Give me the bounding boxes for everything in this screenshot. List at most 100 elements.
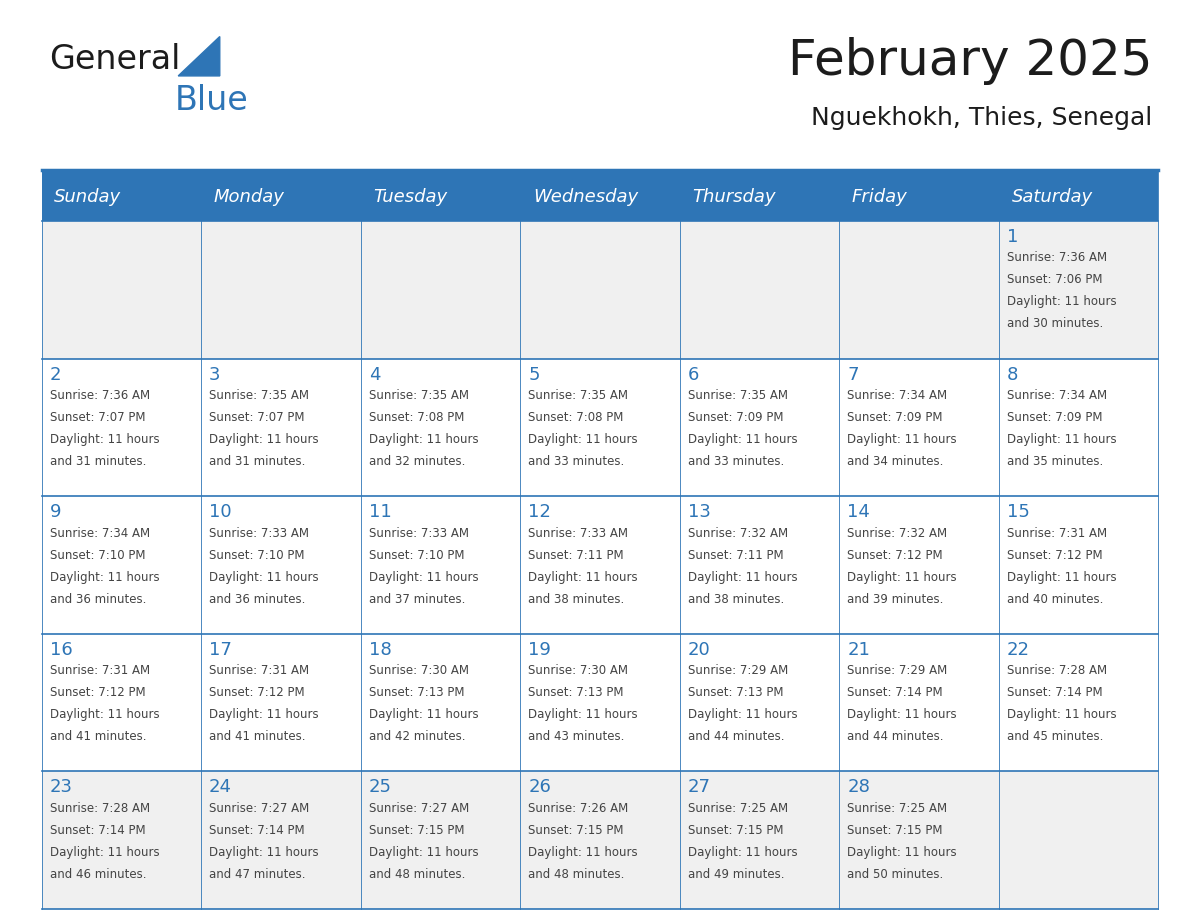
Text: Sunrise: 7:35 AM: Sunrise: 7:35 AM <box>368 389 468 402</box>
Text: 12: 12 <box>529 503 551 521</box>
Text: Daylight: 11 hours: Daylight: 11 hours <box>529 708 638 721</box>
Text: 19: 19 <box>529 641 551 658</box>
Text: Daylight: 11 hours: Daylight: 11 hours <box>688 570 797 584</box>
Text: Daylight: 11 hours: Daylight: 11 hours <box>209 570 318 584</box>
Text: Sunrise: 7:26 AM: Sunrise: 7:26 AM <box>529 801 628 814</box>
Text: Sunrise: 7:31 AM: Sunrise: 7:31 AM <box>209 664 309 677</box>
Text: Sunset: 7:15 PM: Sunset: 7:15 PM <box>847 823 943 836</box>
Text: Sunset: 7:14 PM: Sunset: 7:14 PM <box>847 686 943 699</box>
Text: Sunset: 7:07 PM: Sunset: 7:07 PM <box>50 411 145 424</box>
Text: 7: 7 <box>847 365 859 384</box>
Text: Sunrise: 7:36 AM: Sunrise: 7:36 AM <box>50 389 150 402</box>
Text: Daylight: 11 hours: Daylight: 11 hours <box>529 570 638 584</box>
Text: Sunrise: 7:29 AM: Sunrise: 7:29 AM <box>688 664 788 677</box>
Text: Sunset: 7:11 PM: Sunset: 7:11 PM <box>688 549 783 562</box>
Text: Sunset: 7:13 PM: Sunset: 7:13 PM <box>368 686 465 699</box>
Text: Daylight: 11 hours: Daylight: 11 hours <box>847 845 956 858</box>
Text: Sunrise: 7:34 AM: Sunrise: 7:34 AM <box>50 527 150 540</box>
Text: and 50 minutes.: and 50 minutes. <box>847 868 943 880</box>
Text: Sunset: 7:10 PM: Sunset: 7:10 PM <box>50 549 145 562</box>
Text: 21: 21 <box>847 641 870 658</box>
Text: Sunrise: 7:31 AM: Sunrise: 7:31 AM <box>1006 527 1107 540</box>
Text: 23: 23 <box>50 778 72 796</box>
Text: General: General <box>49 43 181 76</box>
Text: Daylight: 11 hours: Daylight: 11 hours <box>368 845 479 858</box>
Text: Daylight: 11 hours: Daylight: 11 hours <box>368 708 479 721</box>
Text: Sunrise: 7:31 AM: Sunrise: 7:31 AM <box>50 664 150 677</box>
Text: Daylight: 11 hours: Daylight: 11 hours <box>1006 708 1117 721</box>
Text: Sunrise: 7:25 AM: Sunrise: 7:25 AM <box>688 801 788 814</box>
Text: Sunrise: 7:30 AM: Sunrise: 7:30 AM <box>529 664 628 677</box>
Text: 16: 16 <box>50 641 72 658</box>
Text: Daylight: 11 hours: Daylight: 11 hours <box>50 570 159 584</box>
Text: and 41 minutes.: and 41 minutes. <box>50 730 146 743</box>
Text: 18: 18 <box>368 641 391 658</box>
Text: Sunrise: 7:25 AM: Sunrise: 7:25 AM <box>847 801 947 814</box>
Text: Daylight: 11 hours: Daylight: 11 hours <box>50 708 159 721</box>
Text: 2: 2 <box>50 365 61 384</box>
Text: and 36 minutes.: and 36 minutes. <box>209 592 305 606</box>
Text: and 36 minutes.: and 36 minutes. <box>50 592 146 606</box>
Text: Sunrise: 7:28 AM: Sunrise: 7:28 AM <box>50 801 150 814</box>
Text: 1: 1 <box>1006 228 1018 246</box>
Text: Sunrise: 7:35 AM: Sunrise: 7:35 AM <box>209 389 309 402</box>
Text: Daylight: 11 hours: Daylight: 11 hours <box>847 570 956 584</box>
Text: and 43 minutes.: and 43 minutes. <box>529 730 625 743</box>
Text: Sunrise: 7:32 AM: Sunrise: 7:32 AM <box>688 527 788 540</box>
Text: Daylight: 11 hours: Daylight: 11 hours <box>368 570 479 584</box>
Text: and 32 minutes.: and 32 minutes. <box>368 455 465 468</box>
Text: Sunrise: 7:29 AM: Sunrise: 7:29 AM <box>847 664 948 677</box>
Text: Sunrise: 7:32 AM: Sunrise: 7:32 AM <box>847 527 947 540</box>
Text: Sunrise: 7:27 AM: Sunrise: 7:27 AM <box>209 801 309 814</box>
Text: Sunday: Sunday <box>55 187 121 206</box>
Text: and 34 minutes.: and 34 minutes. <box>847 455 943 468</box>
Text: and 38 minutes.: and 38 minutes. <box>529 592 625 606</box>
Text: and 45 minutes.: and 45 minutes. <box>1006 730 1104 743</box>
Text: Sunrise: 7:36 AM: Sunrise: 7:36 AM <box>1006 252 1107 264</box>
Text: Sunset: 7:15 PM: Sunset: 7:15 PM <box>688 823 783 836</box>
Text: Sunrise: 7:33 AM: Sunrise: 7:33 AM <box>368 527 468 540</box>
Text: Thursday: Thursday <box>693 187 776 206</box>
Text: 17: 17 <box>209 641 232 658</box>
Text: 22: 22 <box>1006 641 1030 658</box>
Polygon shape <box>178 37 220 76</box>
Text: Sunset: 7:08 PM: Sunset: 7:08 PM <box>529 411 624 424</box>
Text: 8: 8 <box>1006 365 1018 384</box>
Text: and 44 minutes.: and 44 minutes. <box>688 730 784 743</box>
Text: and 47 minutes.: and 47 minutes. <box>209 868 305 880</box>
Text: and 31 minutes.: and 31 minutes. <box>209 455 305 468</box>
Text: Sunset: 7:09 PM: Sunset: 7:09 PM <box>688 411 783 424</box>
Text: Tuesday: Tuesday <box>373 187 448 206</box>
Text: Sunset: 7:12 PM: Sunset: 7:12 PM <box>209 686 304 699</box>
Text: Nguekhokh, Thies, Senegal: Nguekhokh, Thies, Senegal <box>811 106 1152 130</box>
Text: Daylight: 11 hours: Daylight: 11 hours <box>1006 570 1117 584</box>
Text: Sunrise: 7:35 AM: Sunrise: 7:35 AM <box>529 389 628 402</box>
Text: Wednesday: Wednesday <box>533 187 638 206</box>
Text: Sunset: 7:10 PM: Sunset: 7:10 PM <box>209 549 304 562</box>
Text: Daylight: 11 hours: Daylight: 11 hours <box>688 708 797 721</box>
Text: 9: 9 <box>50 503 61 521</box>
Text: 13: 13 <box>688 503 710 521</box>
Text: Saturday: Saturday <box>1011 187 1093 206</box>
Text: and 33 minutes.: and 33 minutes. <box>688 455 784 468</box>
Text: and 38 minutes.: and 38 minutes. <box>688 592 784 606</box>
Text: Sunrise: 7:34 AM: Sunrise: 7:34 AM <box>847 389 947 402</box>
Text: Sunset: 7:12 PM: Sunset: 7:12 PM <box>1006 549 1102 562</box>
Text: Sunset: 7:13 PM: Sunset: 7:13 PM <box>688 686 783 699</box>
Text: 15: 15 <box>1006 503 1030 521</box>
Text: Sunrise: 7:33 AM: Sunrise: 7:33 AM <box>209 527 309 540</box>
Text: Daylight: 11 hours: Daylight: 11 hours <box>209 708 318 721</box>
Text: 24: 24 <box>209 778 232 796</box>
Text: and 31 minutes.: and 31 minutes. <box>50 455 146 468</box>
Text: 4: 4 <box>368 365 380 384</box>
Text: Sunset: 7:09 PM: Sunset: 7:09 PM <box>1006 411 1102 424</box>
Text: Sunrise: 7:35 AM: Sunrise: 7:35 AM <box>688 389 788 402</box>
Text: 6: 6 <box>688 365 699 384</box>
Text: and 37 minutes.: and 37 minutes. <box>368 592 465 606</box>
Text: and 48 minutes.: and 48 minutes. <box>529 868 625 880</box>
Text: Sunset: 7:07 PM: Sunset: 7:07 PM <box>209 411 304 424</box>
Text: and 39 minutes.: and 39 minutes. <box>847 592 943 606</box>
Text: Daylight: 11 hours: Daylight: 11 hours <box>1006 433 1117 446</box>
Text: Sunset: 7:09 PM: Sunset: 7:09 PM <box>847 411 943 424</box>
Text: Sunset: 7:11 PM: Sunset: 7:11 PM <box>529 549 624 562</box>
